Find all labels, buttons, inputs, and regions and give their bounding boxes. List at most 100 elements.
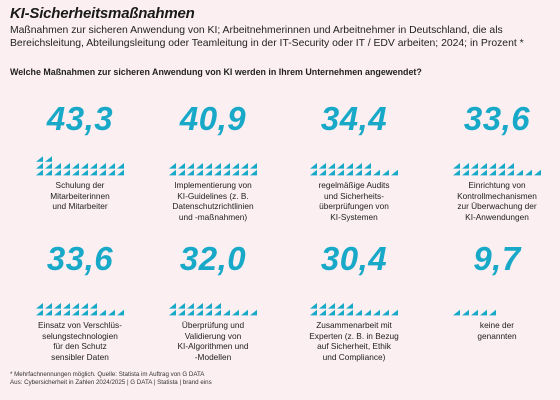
- value-label: 32,0: [179, 240, 247, 277]
- pictogram-mark: [453, 163, 460, 169]
- pictogram-mark: [471, 309, 478, 316]
- pictogram-mark: [337, 169, 344, 176]
- pictogram-mark: [81, 303, 88, 309]
- measure-cell: 32,0 Überprüfung und Validierung von KI-A…: [148, 240, 278, 368]
- pictogram-mark: [72, 169, 79, 176]
- pictogram-mark: [337, 163, 344, 169]
- pictogram-mark: [36, 303, 43, 309]
- pictogram-mark: [310, 309, 317, 316]
- pictogram-mark: [498, 163, 505, 169]
- pictogram-marks: [310, 163, 398, 176]
- chart-subtitle: Maßnahmen zur sicheren Anwendung von KI;…: [10, 25, 524, 49]
- pictogram-mark: [169, 309, 176, 316]
- pictogram-marks: [36, 156, 124, 176]
- pictogram-mark: [196, 163, 203, 169]
- pictogram-mark: [81, 309, 88, 316]
- pictogram-mark: [319, 303, 326, 309]
- pictogram-mark: [355, 163, 362, 169]
- pictogram-mark: [178, 169, 185, 176]
- pictogram-marks: [453, 163, 541, 176]
- measure-label: keine der genannten: [477, 320, 517, 341]
- pictogram-mark: [241, 309, 248, 316]
- pictogram-mark: [328, 169, 335, 176]
- pictogram-mark: [117, 163, 124, 169]
- pictogram-mark: [364, 163, 371, 169]
- pictogram-mark: [489, 309, 496, 316]
- value-label: 33,6: [463, 100, 531, 137]
- pictogram-mark: [187, 163, 194, 169]
- pictogram-mark: [232, 169, 239, 176]
- pictogram-mark: [223, 169, 230, 176]
- pictogram-mark: [480, 163, 487, 169]
- pictogram-mark: [337, 309, 344, 316]
- measure-label: regelmäßige Audits und Sicherheits- über…: [318, 180, 390, 222]
- pictogram-mark: [489, 169, 496, 176]
- pictogram-mark: [250, 169, 257, 176]
- pictogram-mark: [36, 163, 43, 169]
- pictogram-mark: [471, 169, 478, 176]
- pictogram-mark: [346, 163, 353, 169]
- measure-label: Schulung der Mitarbeiterinnen und Mitarb…: [50, 180, 110, 211]
- pictogram-mark: [373, 309, 380, 316]
- pictogram-marks: [169, 163, 257, 176]
- pictogram-mark: [310, 163, 317, 169]
- pictogram-mark: [196, 309, 203, 316]
- pictogram-mark: [178, 303, 185, 309]
- pictogram-mark: [319, 309, 326, 316]
- pictogram-mark: [36, 309, 43, 316]
- measure-cell: 34,4 regelmäßige Audits und Sicherheits- …: [289, 100, 419, 228]
- measure-label: Zusammenarbeit mit Experten (z. B. in Be…: [309, 320, 399, 362]
- pictogram-mark: [54, 169, 61, 176]
- survey-question: Welche Maßnahmen zur sicheren Anwendung …: [10, 67, 422, 77]
- measure-cell: 33,6 Einsatz von Verschlüs- selungstechno…: [15, 240, 145, 368]
- pictogram-mark: [223, 309, 230, 316]
- pictogram-mark: [507, 163, 514, 169]
- footnote: * Mehrfachnennungen möglich. Quelle: Sta…: [10, 371, 212, 387]
- pictogram-mark: [45, 169, 52, 176]
- pictogram-mark: [516, 169, 523, 176]
- pictogram-mark: [391, 309, 398, 316]
- pictogram-mark: [169, 169, 176, 176]
- pictogram-mark: [81, 169, 88, 176]
- footnote-source: * Mehrfachnennungen möglich. Quelle: Sta…: [10, 371, 205, 378]
- pictogram-mark: [346, 309, 353, 316]
- pictogram-mark: [480, 309, 487, 316]
- value-label: 40,9: [179, 100, 247, 137]
- pictogram-mark: [169, 303, 176, 309]
- pictogram-mark: [250, 163, 257, 169]
- pictogram-mark: [328, 163, 335, 169]
- pictogram-mark: [346, 303, 353, 309]
- pictogram-mark: [391, 169, 398, 176]
- pictogram-mark: [205, 303, 212, 309]
- pictogram-mark: [205, 309, 212, 316]
- pictogram-mark: [54, 163, 61, 169]
- pictogram-mark: [90, 169, 97, 176]
- pictogram-mark: [214, 309, 221, 316]
- pictogram-mark: [196, 169, 203, 176]
- pictogram-mark: [45, 309, 52, 316]
- pictogram-mark: [507, 169, 514, 176]
- pictogram-mark: [214, 163, 221, 169]
- pictogram-mark: [453, 169, 460, 176]
- pictogram-mark: [232, 163, 239, 169]
- pictogram-mark: [525, 169, 532, 176]
- pictogram-mark: [72, 309, 79, 316]
- pictogram-mark: [196, 303, 203, 309]
- pictogram-marks: [36, 303, 124, 316]
- pictogram-mark: [205, 163, 212, 169]
- pictogram-mark: [63, 163, 70, 169]
- pictogram-mark: [45, 156, 52, 162]
- pictogram-mark: [355, 169, 362, 176]
- pictogram-mark: [187, 303, 194, 309]
- pictogram-mark: [214, 169, 221, 176]
- pictogram-mark: [319, 163, 326, 169]
- pictogram-mark: [99, 169, 106, 176]
- pictogram-mark: [382, 309, 389, 316]
- pictogram-mark: [90, 303, 97, 309]
- pictogram-mark: [462, 163, 469, 169]
- pictogram-mark: [534, 169, 541, 176]
- pictogram-mark: [364, 169, 371, 176]
- value-label: 43,3: [46, 100, 114, 137]
- pictogram-marks: [310, 303, 398, 316]
- pictogram-mark: [241, 169, 248, 176]
